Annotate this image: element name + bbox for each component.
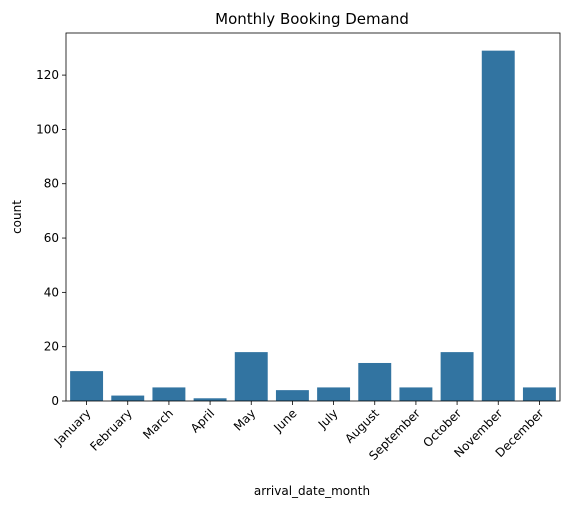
x-tick-label-august: August: [342, 406, 382, 446]
y-tick-label-60: 60: [44, 231, 59, 245]
bar-may: [234, 352, 268, 401]
chart-title: Monthly Booking Demand: [215, 10, 409, 28]
y-tick-label-100: 100: [36, 122, 59, 136]
bars-layer: [70, 50, 556, 401]
bar-july: [317, 387, 351, 401]
y-axis-label: count: [10, 200, 24, 234]
bar-august: [358, 362, 392, 401]
y-tick-label-0: 0: [51, 394, 59, 408]
bar-february: [111, 395, 145, 401]
y-tick-label-40: 40: [44, 285, 59, 299]
bar-june: [275, 390, 309, 401]
x-axis-label: arrival_date_month: [254, 484, 370, 498]
bar-december: [522, 387, 556, 401]
y-tick-label-120: 120: [36, 68, 59, 82]
x-tick-label-may: May: [231, 406, 258, 433]
x-tick-label-april: April: [188, 406, 217, 435]
plot-frame: [65, 32, 561, 402]
x-tick-label-july: July: [315, 406, 341, 432]
x-tick-label-june: June: [270, 406, 299, 435]
bar-january: [70, 371, 104, 401]
bar-april: [193, 398, 227, 401]
bar-november: [481, 50, 515, 401]
bar-september: [399, 387, 433, 401]
x-tick-label-february: February: [87, 406, 135, 454]
bar-october: [440, 352, 474, 401]
x-tick-label-march: March: [140, 406, 176, 442]
bar-march: [152, 387, 186, 401]
y-tick-label-20: 20: [44, 340, 59, 354]
y-tick-label-80: 80: [44, 177, 59, 191]
y-axis: 0 20 40 60 80 100 120: [36, 68, 66, 408]
